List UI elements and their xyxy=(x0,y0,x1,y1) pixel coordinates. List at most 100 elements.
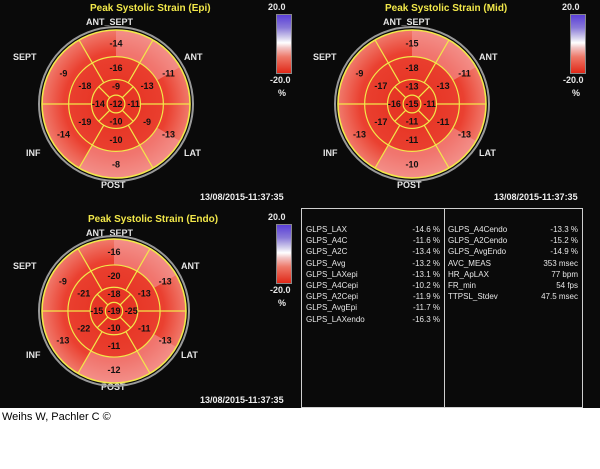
segment-value: -11 xyxy=(406,117,419,127)
wall-label-lat: LAT xyxy=(184,148,201,158)
table-row: GLPS_A2C -13.4 % xyxy=(306,247,440,257)
segment-value: -8 xyxy=(112,160,120,170)
metric-value: -11.7 % xyxy=(413,303,440,313)
metric-value: 77 bpm xyxy=(551,269,578,279)
table-row: GLPS_LAXendo -16.3 % xyxy=(306,315,440,325)
scale-min-label: -20.0 xyxy=(270,75,291,85)
segment-divider xyxy=(127,39,154,84)
metric-name: AVC_MEAS xyxy=(448,258,491,268)
segment-value: -11 xyxy=(423,99,436,109)
segment-divider xyxy=(96,316,109,329)
bullseye-plot: -14-11-13-8-14-9-16-13-9-10-19-18 -9-11-1… xyxy=(38,26,194,182)
segment-value: -10 xyxy=(109,117,122,127)
timestamp: 13/08/2015-11:37:35 xyxy=(200,395,284,405)
metric-value: 47.5 msec xyxy=(541,292,578,302)
segment-divider xyxy=(119,293,132,306)
metric-name: GLPS_AvgEndo xyxy=(448,247,507,257)
metric-name: GLPS_A2Cendo xyxy=(448,236,508,246)
table-row: HR_ApLAX 77 bpm xyxy=(448,270,578,280)
segment-value: -14 xyxy=(92,99,105,109)
metric-name: GLPS_LAXepi xyxy=(306,269,358,279)
table-row: GLPS_AvgEndo -14.9 % xyxy=(448,247,578,257)
segment-value: -11 xyxy=(406,135,419,145)
segment-value: -9 xyxy=(59,276,67,286)
table-row: GLPS_Avg -13.2 % xyxy=(306,259,440,269)
wall-label-sept: SEPT xyxy=(313,52,337,62)
scale-min-label: -20.0 xyxy=(270,285,291,295)
metric-value: -14.6 % xyxy=(412,225,440,234)
segment-divider xyxy=(98,86,111,99)
segment-value: -17 xyxy=(374,81,387,91)
metric-name: TTPSL_Stdev xyxy=(448,292,498,302)
wall-label-ant: ANT xyxy=(184,52,203,62)
segment-divider xyxy=(423,39,450,84)
segment-value: -10 xyxy=(107,323,120,333)
segment-value: -25 xyxy=(125,306,138,316)
metric-name: GLPS_A4Cendo xyxy=(448,225,508,234)
metric-name: HR_ApLAX xyxy=(448,269,489,279)
strain-highlight xyxy=(116,30,181,81)
segment-value: -10 xyxy=(405,160,418,170)
metric-name: GLPS_A2Cepi xyxy=(306,292,359,302)
color-scale-bar xyxy=(276,224,292,284)
wall-label-ant-sept: ANT_SEPT xyxy=(86,228,134,238)
strain-highlight xyxy=(375,127,477,178)
scale-unit-label: % xyxy=(572,88,581,98)
metric-name: FR_min xyxy=(448,281,477,290)
segment-value: -12 xyxy=(107,365,120,375)
segment-value: -13 xyxy=(159,336,172,346)
wall-label-post: POST xyxy=(397,180,422,190)
segment-divider xyxy=(96,293,109,306)
scale-max-label: 20.0 xyxy=(562,2,580,12)
wall-label-inf: INF xyxy=(26,350,41,360)
color-scale-bar xyxy=(570,14,586,74)
color-scale-bar xyxy=(276,14,292,74)
table-row: GLPS_AvgEpi -11.7 % xyxy=(306,303,440,313)
segment-divider xyxy=(78,39,105,84)
metric-name: GLPS_LAXendo xyxy=(306,314,365,324)
table-row: TTPSL_Stdev 47.5 msec xyxy=(448,292,578,302)
metric-value: -13.4 % xyxy=(412,247,440,257)
segment-value: -21 xyxy=(77,289,90,299)
wall-label-ant: ANT xyxy=(181,261,200,271)
wall-label-inf: INF xyxy=(323,148,338,158)
segment-value: -9 xyxy=(112,81,120,91)
wall-label-ant: ANT xyxy=(479,52,498,62)
table-row: GLPS_A4C -11.6 % xyxy=(306,236,440,246)
segment-value: -13 xyxy=(56,336,69,346)
scale-max-label: 20.0 xyxy=(268,212,286,222)
segment-value: -9 xyxy=(143,117,151,127)
segment-value: -19 xyxy=(78,117,91,127)
segment-value: -13 xyxy=(159,276,172,286)
segment-value: -18 xyxy=(405,63,418,73)
timestamp: 13/08/2015-11:37:35 xyxy=(200,192,284,202)
segment-divider xyxy=(77,248,103,291)
metric-value: -10.2 % xyxy=(412,281,440,290)
segment-divider xyxy=(394,109,407,122)
segment-divider xyxy=(374,124,401,169)
metric-value: -11.6 % xyxy=(413,236,440,246)
table-row: GLPS_A2Cendo -15.2 % xyxy=(448,236,578,246)
bullseye-plot: -15-11-13-10-13-9-18-13-11-11-17-17 -13-1… xyxy=(334,26,490,182)
segment-value: -22 xyxy=(77,323,90,333)
wall-label-ant-sept: ANT_SEPT xyxy=(86,17,134,27)
table-row: GLPS_A2Cepi -11.9 % xyxy=(306,292,440,302)
image-credit: Weihs W, Pachler C © xyxy=(2,411,111,423)
wall-label-sept: SEPT xyxy=(13,52,37,62)
metric-name: GLPS_Avg xyxy=(306,258,346,268)
scale-max-label: 20.0 xyxy=(268,2,286,12)
bullseye-halo xyxy=(38,26,194,182)
segment-value: -9 xyxy=(59,69,67,79)
metric-name: GLPS_A2C xyxy=(306,247,348,257)
wall-label-lat: LAT xyxy=(181,350,198,360)
metric-value: -13.1 % xyxy=(412,269,440,279)
segment-value: -13 xyxy=(405,81,418,91)
segment-value: -15 xyxy=(405,99,418,109)
segment-divider xyxy=(119,316,132,329)
segment-value: -20 xyxy=(107,271,120,281)
table-row: GLPS_A4Cendo -13.3 % xyxy=(448,225,578,235)
segment-value: -11 xyxy=(127,99,140,109)
segment-value: -13 xyxy=(138,289,151,299)
wall-label-lat: LAT xyxy=(479,148,496,158)
segment-value: -16 xyxy=(109,63,122,73)
